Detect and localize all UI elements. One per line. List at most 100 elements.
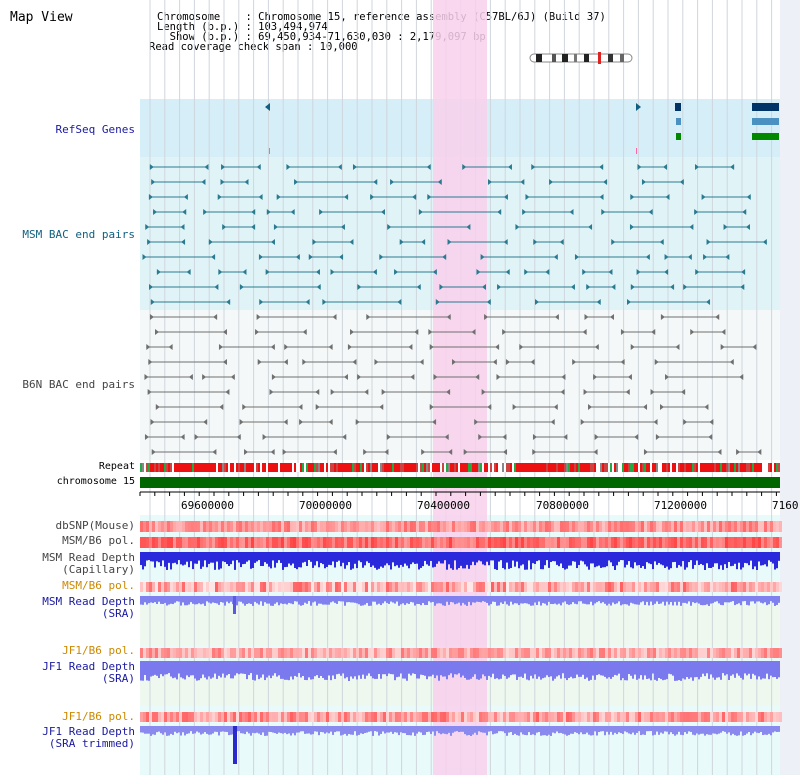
heat-cell: [776, 648, 779, 658]
msm-bac-pair-end: [183, 194, 188, 200]
msm-bac-pair-end: [148, 194, 153, 200]
depth-bar: [200, 726, 202, 735]
heat-cell: [722, 521, 725, 532]
depth-bar: [490, 596, 492, 605]
track-label-b6n-bac[interactable]: B6N BAC end pairs: [22, 378, 135, 391]
heat-cell: [542, 648, 545, 658]
depth-bar: [356, 661, 358, 680]
heat-cell: [374, 537, 377, 548]
b6n-bac-pair-end: [148, 359, 153, 365]
repeat-track: [140, 463, 780, 472]
depth-bar: [302, 726, 304, 732]
heat-cell: [266, 537, 269, 548]
heat-cell: [737, 648, 740, 658]
heat-cell: [599, 648, 602, 658]
depth-bar: [776, 726, 778, 732]
heat-cell: [470, 537, 473, 548]
b6n-bac-pair-end: [419, 359, 424, 365]
depth-bar: [430, 552, 432, 561]
heat-cell: [482, 582, 485, 592]
depth-bar: [290, 661, 292, 677]
heat-cell: [494, 521, 497, 532]
heat-cell: [257, 712, 260, 722]
track-label-msm-bac[interactable]: MSM BAC end pairs: [22, 228, 135, 241]
msm-bac-pair-end: [627, 299, 632, 305]
heat-cell: [296, 712, 299, 722]
heat-cell: [149, 648, 152, 658]
heat-cell: [320, 537, 323, 548]
depth-bar: [252, 552, 254, 568]
heat-cell: [539, 582, 542, 592]
heat-cell: [155, 582, 158, 592]
depth-bar: [500, 596, 502, 603]
b6n-bac-pair-end: [410, 374, 415, 380]
depth-bar: [488, 661, 490, 676]
b6n-bac-pair-end: [283, 359, 288, 365]
depth-bar: [634, 726, 636, 735]
depth-bar: [216, 552, 218, 562]
b6n-bac-pair-end: [364, 389, 369, 395]
depth-bar: [350, 726, 352, 735]
heat-cell: [506, 537, 509, 548]
heat-cell: [668, 712, 671, 722]
chromosome-ideogram[interactable]: [529, 52, 633, 64]
depth-bar: [530, 661, 532, 676]
heat-cell: [710, 712, 713, 722]
depth-bar: [438, 596, 440, 604]
depth-bar: [244, 726, 246, 735]
heat-cell: [761, 648, 764, 658]
b6n-bac-pair-end: [428, 329, 433, 335]
depth-bar: [252, 596, 254, 606]
heat-cell: [773, 648, 776, 658]
depth-bar: [484, 726, 486, 733]
heat-cell: [203, 648, 206, 658]
heat-cell: [272, 648, 275, 658]
depth-bar: [384, 726, 386, 734]
depth-bar: [642, 726, 644, 735]
depth-bar: [702, 726, 704, 734]
heat-cell: [245, 537, 248, 548]
heat-cell: [494, 537, 497, 548]
depth-bar: [284, 661, 286, 680]
heat-cell: [614, 582, 617, 592]
b6n-bac-pair-end: [202, 374, 207, 380]
depth-bar: [372, 726, 374, 736]
depth-bar: [566, 552, 568, 569]
depth-bar: [540, 596, 542, 606]
heat-cell: [383, 648, 386, 658]
heat-cell: [239, 648, 242, 658]
heat-cell: [680, 648, 683, 658]
msm-bac-pair-end: [379, 254, 384, 260]
heat-cell: [632, 521, 635, 532]
heat-cell: [563, 521, 566, 532]
heat-cell: [392, 582, 395, 592]
msm-bac-pair-end: [394, 269, 399, 275]
depth-bar: [172, 661, 174, 679]
depth-bar: [444, 661, 446, 677]
heat-cell: [503, 537, 506, 548]
heat-cell: [596, 648, 599, 658]
b6n-bac-pair-end: [270, 344, 275, 350]
b6n-bac-pair-end: [147, 389, 152, 395]
depth-bar: [704, 726, 706, 736]
depth-bar: [446, 596, 448, 602]
depth-bar: [584, 726, 586, 735]
heat-cell: [650, 582, 653, 592]
heat-cell: [275, 712, 278, 722]
heat-cell: [257, 582, 260, 592]
heat-cell: [518, 537, 521, 548]
depth-bar: [370, 596, 372, 606]
heat-cell: [494, 712, 497, 722]
b6n-bac-pair-end: [717, 449, 722, 455]
heat-cell: [230, 712, 233, 722]
depth-bar: [584, 596, 586, 604]
track-label-refseq[interactable]: RefSeq Genes: [55, 123, 135, 136]
heat-cell: [143, 582, 146, 592]
heat-cell: [746, 521, 749, 532]
heat-cell: [311, 648, 314, 658]
depth-bar: [266, 661, 268, 678]
b6n-bac-pair-end: [554, 314, 559, 320]
depth-bar: [246, 726, 248, 732]
depth-bar: [660, 596, 662, 604]
